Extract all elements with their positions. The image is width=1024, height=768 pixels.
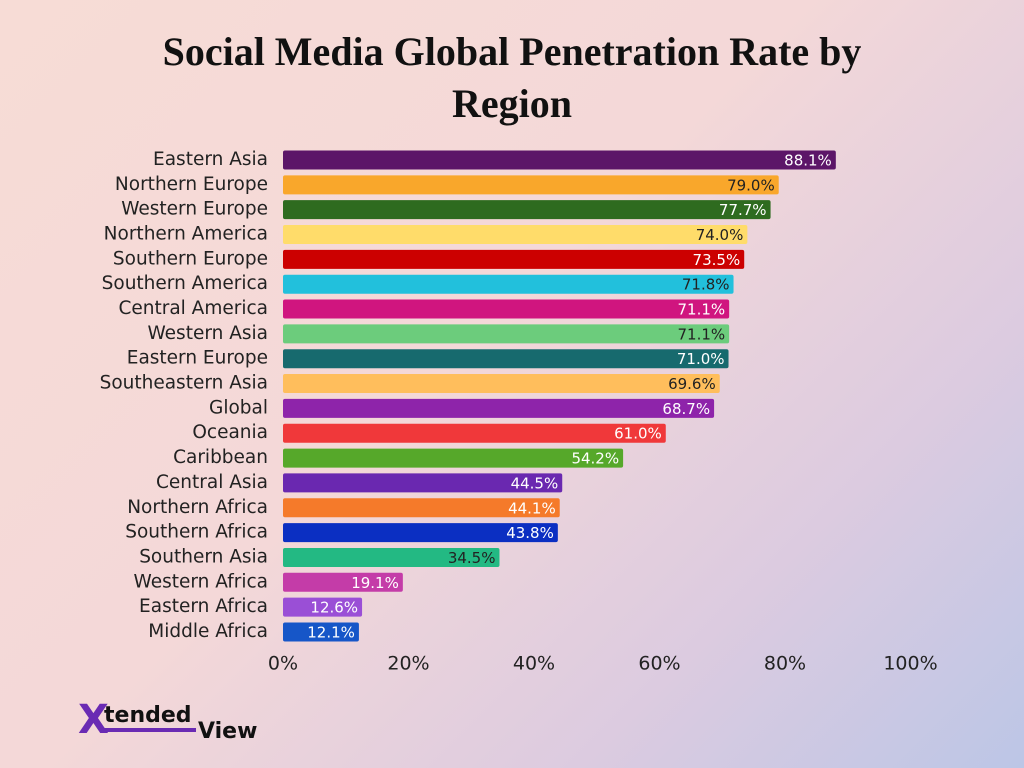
bar <box>283 349 729 369</box>
bar <box>283 249 745 269</box>
value-label: 79.0% <box>727 176 775 194</box>
y-tick-label: Middle Africa <box>148 621 268 642</box>
bar <box>283 150 836 170</box>
logo-underline <box>104 728 196 732</box>
value-label: 88.1% <box>784 152 832 170</box>
y-tick-label: Western Africa <box>133 571 268 592</box>
y-tick-label: Eastern Africa <box>139 596 268 617</box>
y-tick-label: Oceania <box>192 422 268 443</box>
value-label: 77.7% <box>719 201 767 219</box>
value-label: 71.1% <box>677 301 725 319</box>
value-label: 54.2% <box>571 450 619 468</box>
bar <box>283 398 715 418</box>
y-tick-label: Northern Europe <box>115 174 268 195</box>
value-label: 44.1% <box>508 499 556 517</box>
value-label: 73.5% <box>693 251 741 269</box>
bar <box>283 622 359 642</box>
y-tick-label: Southeastern Asia <box>100 373 268 394</box>
value-label: 19.1% <box>351 574 399 592</box>
x-tick-label: 40% <box>513 653 555 675</box>
logo-word: View <box>198 719 257 744</box>
logo: X tended View <box>78 697 257 744</box>
value-label: 68.7% <box>662 400 710 418</box>
y-tick-label: Western Europe <box>121 199 268 220</box>
value-label: 12.6% <box>310 599 358 617</box>
bar <box>283 299 730 319</box>
y-tick-label: Eastern Europe <box>127 348 268 369</box>
value-label: 44.5% <box>511 474 559 492</box>
bar <box>283 597 363 617</box>
value-label: 71.8% <box>682 276 730 294</box>
value-label: 71.1% <box>677 325 725 343</box>
logo-mark: X <box>78 697 109 743</box>
y-tick-label: Caribbean <box>173 447 268 468</box>
y-tick-label: Southern Asia <box>139 546 268 567</box>
bar <box>283 547 500 567</box>
bar <box>283 473 563 493</box>
x-tick-label: 0% <box>268 653 298 675</box>
value-label: 34.5% <box>448 549 496 567</box>
bar <box>283 423 666 443</box>
bar <box>283 448 624 468</box>
y-tick-label: Central America <box>118 298 268 319</box>
y-tick-label: Southern America <box>102 273 268 294</box>
y-tick-label: Eastern Asia <box>153 149 268 170</box>
bar <box>283 374 720 394</box>
bar <box>283 498 560 518</box>
x-tick-label: 100% <box>883 653 937 675</box>
y-tick-label: Central Asia <box>156 472 268 493</box>
bar <box>283 572 403 592</box>
bar <box>283 175 779 195</box>
x-tick-label: 20% <box>387 653 429 675</box>
bar <box>283 523 558 543</box>
y-tick-label: Southern Africa <box>125 522 268 543</box>
y-tick-label: Global <box>209 397 268 418</box>
logo-word: tended <box>104 703 192 728</box>
value-label: 74.0% <box>696 226 744 244</box>
value-label: 43.8% <box>506 524 554 542</box>
x-tick-label: 60% <box>638 653 680 675</box>
y-tick-label: Western Asia <box>147 323 268 344</box>
x-tick-label: 80% <box>764 653 806 675</box>
y-tick-label: Northern America <box>104 224 268 245</box>
bar <box>283 324 730 344</box>
bar <box>283 200 771 220</box>
y-tick-label: Southern Europe <box>113 248 268 269</box>
bar <box>283 225 748 245</box>
value-label: 12.1% <box>307 623 355 641</box>
bar <box>283 274 734 294</box>
value-label: 69.6% <box>668 375 716 393</box>
value-label: 61.0% <box>614 425 662 443</box>
y-tick-label: Northern Africa <box>127 497 268 518</box>
value-label: 71.0% <box>677 350 725 368</box>
chart-title: Social Media Global Penetration Rate by … <box>162 29 862 126</box>
